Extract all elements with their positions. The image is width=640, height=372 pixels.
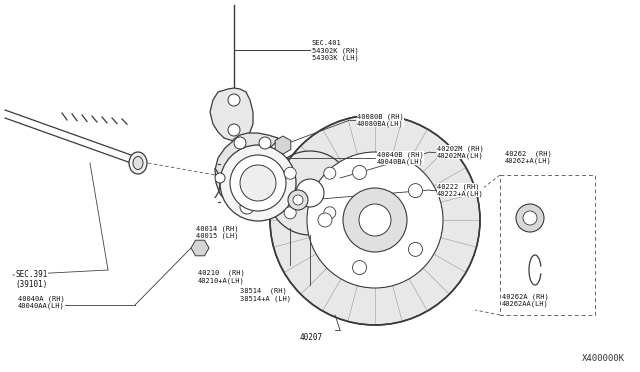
Circle shape [230,155,286,211]
Text: 40210  (RH)
40210+A(LH): 40210 (RH) 40210+A(LH) [198,270,244,284]
Text: 40222 (RH)
40222+A(LH): 40222 (RH) 40222+A(LH) [437,183,484,197]
Circle shape [284,167,296,179]
Text: 40040A (RH)
40040AA(LH): 40040A (RH) 40040AA(LH) [18,295,65,309]
Circle shape [307,152,443,288]
Circle shape [523,211,537,225]
Circle shape [228,94,240,106]
Text: 40080B (RH)
40080BA(LH): 40080B (RH) 40080BA(LH) [357,113,404,127]
Circle shape [324,167,336,179]
Circle shape [296,179,324,207]
Circle shape [268,151,352,235]
Text: 40040B (RH)
40040BA(LH): 40040B (RH) 40040BA(LH) [377,151,424,165]
Circle shape [220,145,296,221]
Circle shape [259,137,271,149]
Circle shape [234,137,246,149]
Text: X400000K: X400000K [582,354,625,363]
Circle shape [359,204,391,236]
Circle shape [353,166,367,179]
Circle shape [318,213,332,227]
Text: 40202M (RH)
40202MA(LH): 40202M (RH) 40202MA(LH) [437,145,484,159]
Circle shape [343,188,407,252]
Circle shape [240,165,276,201]
Circle shape [516,204,544,232]
Circle shape [324,207,336,219]
Polygon shape [215,133,278,209]
Circle shape [408,243,422,256]
Circle shape [240,200,254,214]
Text: SEC.401
54302K (RH)
54303K (LH): SEC.401 54302K (RH) 54303K (LH) [312,40,359,61]
Circle shape [293,195,303,205]
Ellipse shape [133,157,143,170]
Text: 40014 (RH)
40015 (LH): 40014 (RH) 40015 (LH) [196,225,239,239]
Bar [500,175,595,315]
Circle shape [284,207,296,219]
Circle shape [353,260,367,275]
Text: 40262  (RH)
40262+A(LH): 40262 (RH) 40262+A(LH) [505,150,552,164]
Text: 40207: 40207 [300,333,323,342]
Circle shape [228,124,240,136]
Circle shape [408,184,422,198]
Circle shape [270,115,480,325]
Text: SEC.391
(39101): SEC.391 (39101) [15,270,47,289]
Ellipse shape [129,152,147,174]
Circle shape [215,173,225,183]
Circle shape [288,190,308,210]
Polygon shape [210,88,253,141]
Text: 38514  (RH)
38514+A (LH): 38514 (RH) 38514+A (LH) [240,288,291,302]
Text: 40262A (RH)
40262AA(LH): 40262A (RH) 40262AA(LH) [502,293,548,307]
